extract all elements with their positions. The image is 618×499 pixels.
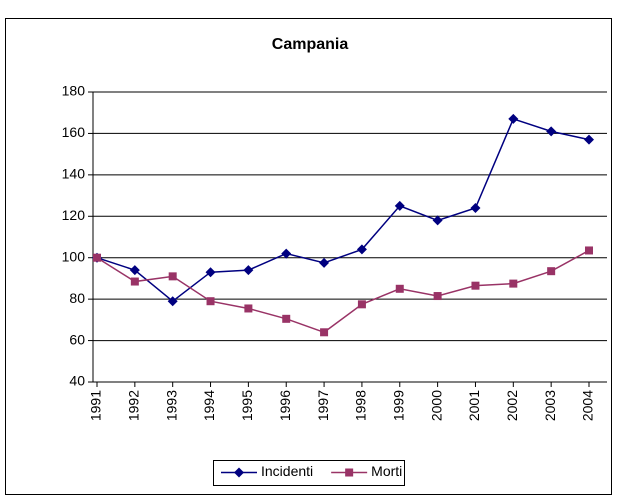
point	[394, 200, 405, 211]
x-tick-label: 1994	[201, 390, 217, 421]
point	[470, 203, 481, 213]
point	[244, 304, 253, 313]
chart-title: Campania	[272, 36, 349, 53]
y-tick-label: 120	[62, 207, 86, 223]
point	[547, 267, 556, 276]
series-line	[96, 249, 590, 334]
point	[356, 244, 367, 255]
x-tick-label: 2001	[466, 390, 482, 421]
point	[167, 296, 178, 307]
point	[357, 300, 366, 309]
x-tick-label: 1991	[88, 390, 104, 421]
point	[130, 277, 139, 286]
y-tick-label: 100	[62, 248, 86, 264]
point	[281, 248, 292, 259]
point	[129, 265, 140, 276]
y-tick-label: 60	[69, 331, 85, 347]
point	[205, 267, 216, 278]
x-tick-label: 2002	[504, 390, 520, 421]
point	[282, 314, 291, 323]
point	[320, 328, 329, 337]
y-tick-label: 180	[62, 83, 86, 99]
y-tick-label: 80	[69, 290, 85, 306]
point	[471, 281, 480, 290]
x-tick-label: 1992	[126, 390, 142, 421]
x-tick-label: 2004	[580, 390, 596, 421]
point	[234, 467, 244, 478]
point	[319, 257, 330, 268]
series-line	[96, 118, 590, 303]
legend-label: Incidenti	[261, 463, 313, 479]
point	[93, 253, 101, 262]
point	[432, 215, 443, 226]
legend-label: Morti	[371, 463, 402, 479]
x-tick-label: 1998	[353, 390, 369, 421]
point	[584, 134, 594, 145]
x-tick-label: 2000	[428, 390, 444, 421]
point	[206, 297, 215, 306]
point	[345, 468, 354, 477]
point	[433, 292, 442, 301]
x-tick-label: 1999	[390, 390, 406, 421]
x-tick-label: 2003	[542, 390, 558, 421]
y-tick-label: 140	[62, 166, 86, 182]
x-tick-label: 1993	[163, 390, 179, 421]
x-tick-label: 1995	[239, 390, 255, 421]
x-tick-label: 1996	[277, 390, 293, 421]
point	[243, 265, 254, 276]
point	[585, 246, 593, 255]
y-tick-label: 160	[62, 124, 86, 140]
point	[168, 272, 177, 281]
point	[546, 126, 557, 137]
point	[395, 284, 404, 293]
y-tick-label: 40	[69, 373, 85, 389]
x-tick-label: 1997	[315, 390, 331, 421]
point	[508, 113, 519, 124]
chart-frame	[5, 18, 612, 495]
point	[509, 279, 518, 288]
